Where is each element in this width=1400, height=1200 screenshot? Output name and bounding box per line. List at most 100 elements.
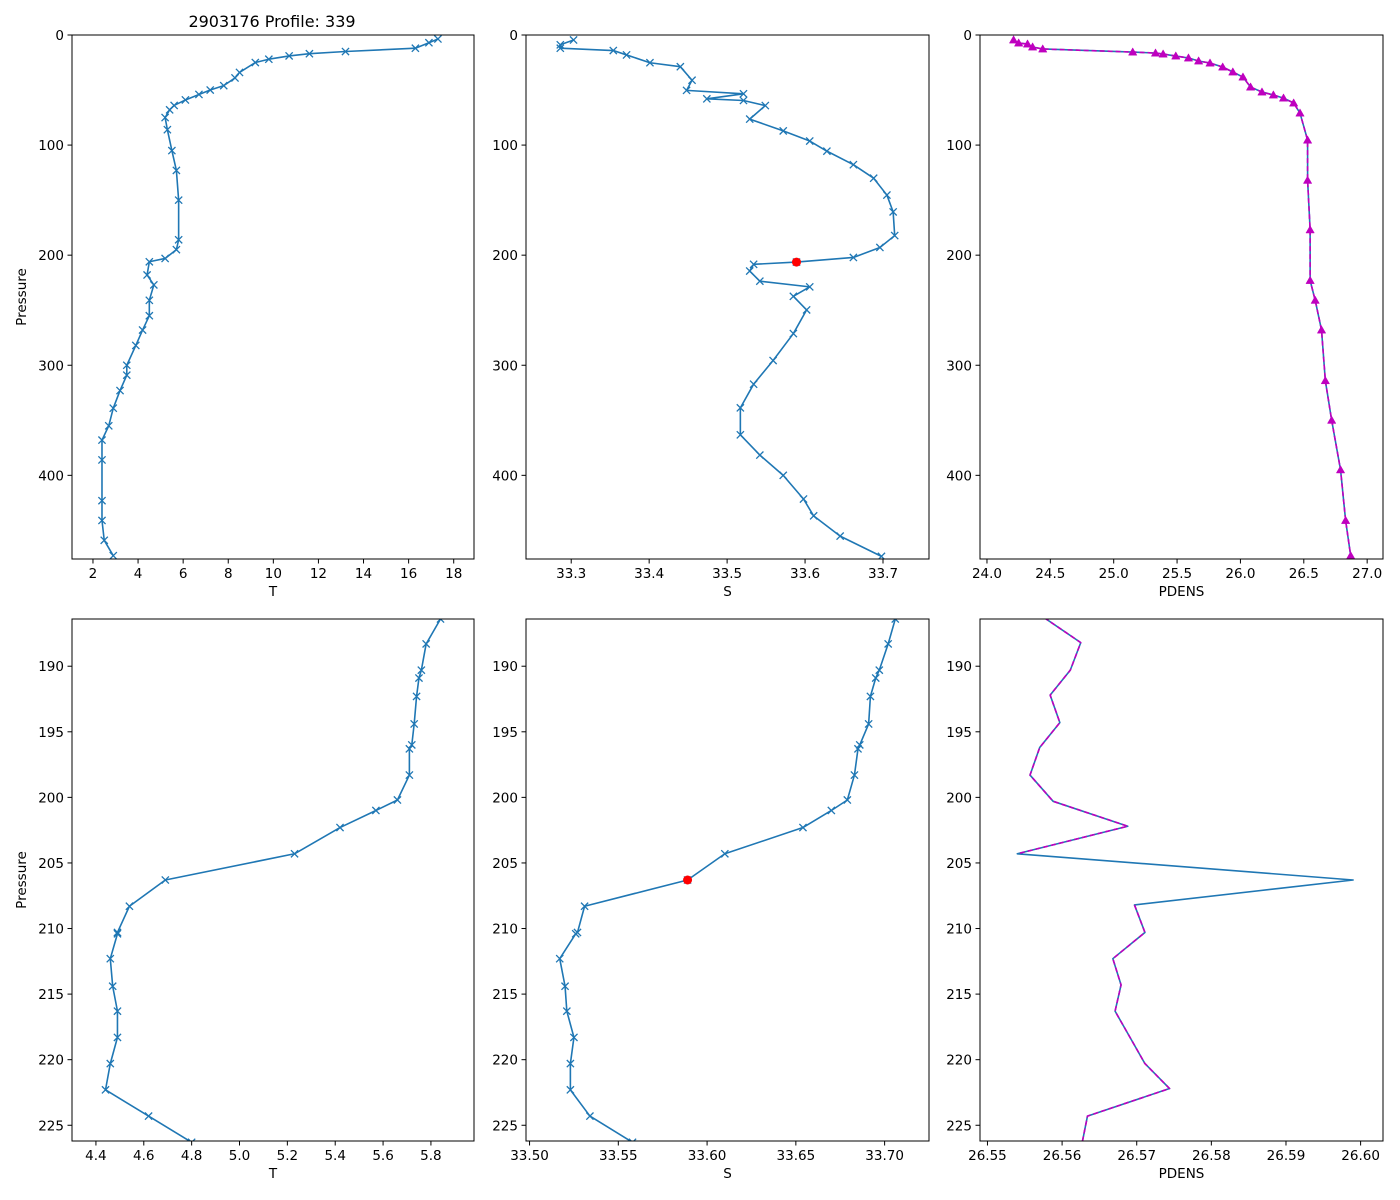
data-point-marker bbox=[1340, 515, 1351, 524]
panel-zoom-salinity: 33.50 33.55 33.60 33.65 33.70 190 195 200 205 210… bbox=[492, 618, 930, 1182]
data-point-marker bbox=[181, 95, 190, 105]
data-point-marker bbox=[566, 1059, 575, 1068]
data-point-marker bbox=[1257, 87, 1267, 96]
data-point-marker bbox=[1289, 98, 1299, 107]
data-point-marker bbox=[560, 982, 570, 991]
y-tick-label: 400 bbox=[38, 468, 64, 484]
data-point-marker bbox=[562, 1007, 571, 1016]
data-point-marker bbox=[779, 471, 788, 480]
x-tick-label: 33.6 bbox=[790, 566, 820, 582]
data-point-marker bbox=[230, 73, 240, 82]
x-tick-label: 33.60 bbox=[688, 1148, 727, 1164]
x-tick-label: 33.55 bbox=[599, 1148, 638, 1164]
data-point-marker bbox=[1228, 67, 1238, 76]
x-tick-label: 5.0 bbox=[229, 1148, 250, 1164]
data-point-marker bbox=[167, 146, 176, 155]
plot-area bbox=[555, 619, 900, 1141]
data-point-marker bbox=[405, 771, 414, 780]
y-tick-label: 220 bbox=[946, 1053, 972, 1069]
data-point-marker bbox=[580, 902, 589, 911]
data-point-marker bbox=[739, 96, 748, 105]
x-tick-label: 12 bbox=[310, 566, 327, 582]
y-tick-label: 210 bbox=[38, 922, 64, 938]
data-point-marker bbox=[143, 270, 152, 280]
data-point-marker bbox=[1278, 93, 1289, 102]
x-axis-label: T bbox=[268, 584, 278, 600]
x-axis-label: S bbox=[723, 584, 732, 600]
data-point-marker bbox=[174, 196, 183, 205]
data-point-marker bbox=[866, 692, 875, 701]
x-tick-label: 5.4 bbox=[324, 1148, 345, 1164]
data-point-marker bbox=[745, 266, 754, 276]
y-tick-label: 205 bbox=[38, 856, 64, 872]
data-point-marker bbox=[393, 795, 402, 805]
panel-top-temperature: 2 4 6 8 10 12 14 16 18 0 100 200 300 400 T Pressure bbox=[14, 28, 475, 600]
data-point-marker bbox=[802, 305, 811, 314]
highlight-point bbox=[791, 257, 801, 267]
data-point-marker bbox=[569, 1033, 578, 1042]
data-point-marker bbox=[113, 1007, 122, 1016]
data-point-marker bbox=[1183, 53, 1194, 62]
data-point-marker bbox=[1302, 135, 1313, 144]
y-tick-label: 200 bbox=[38, 790, 64, 806]
data-point-marker bbox=[1302, 175, 1313, 184]
data-point-marker bbox=[875, 243, 884, 252]
data-point-marker bbox=[172, 245, 181, 254]
data-point-marker bbox=[410, 719, 419, 728]
data-point-marker bbox=[755, 451, 764, 460]
data-point-marker bbox=[836, 532, 845, 541]
x-tick-label: 5.2 bbox=[277, 1148, 298, 1164]
data-point-marker bbox=[145, 311, 154, 320]
x-tick-label: 33.4 bbox=[634, 566, 664, 582]
series-line-pdens-stable bbox=[1017, 619, 1171, 1141]
data-point-marker bbox=[891, 619, 900, 624]
y-tick-label: 190 bbox=[946, 659, 972, 675]
y-tick-label: 200 bbox=[38, 248, 64, 264]
data-point-marker bbox=[702, 94, 711, 103]
data-point-marker bbox=[109, 551, 118, 559]
data-point-marker bbox=[405, 744, 414, 753]
data-point-marker bbox=[285, 51, 294, 60]
data-point-marker bbox=[1158, 49, 1168, 58]
y-tick-label: 0 bbox=[963, 28, 972, 44]
data-point-marker bbox=[206, 85, 215, 95]
data-point-marker bbox=[1305, 225, 1315, 234]
data-point-marker bbox=[174, 235, 183, 244]
x-tick-label: 26.58 bbox=[1192, 1148, 1231, 1164]
axes-frame bbox=[979, 34, 1384, 560]
x-tick-label: 33.65 bbox=[777, 1148, 816, 1164]
series-line-t bbox=[101, 38, 439, 557]
data-point-marker bbox=[235, 68, 244, 77]
x-tick-label: 4 bbox=[134, 566, 143, 582]
y-tick-label: 0 bbox=[55, 28, 64, 44]
data-point-marker bbox=[100, 536, 109, 545]
data-point-marker bbox=[761, 101, 770, 110]
data-point-marker bbox=[789, 329, 798, 338]
data-point-marker bbox=[1150, 48, 1161, 57]
plot-area bbox=[97, 35, 442, 559]
data-point-marker bbox=[433, 35, 442, 44]
x-axis-label: T bbox=[268, 1166, 278, 1182]
panel-zoom-density: 26.55 26.56 26.57 26.58 26.59 26.60 190 195 200 2… bbox=[946, 618, 1384, 1182]
y-axis-label: Pressure bbox=[14, 851, 30, 909]
x-tick-label: 5.6 bbox=[372, 1148, 393, 1164]
data-point-marker bbox=[1245, 82, 1256, 91]
data-point-marker bbox=[104, 421, 113, 430]
y-tick-label: 100 bbox=[946, 138, 972, 154]
x-tick-label: 10 bbox=[265, 566, 282, 582]
data-point-marker bbox=[1310, 295, 1320, 304]
y-tick-label: 220 bbox=[492, 1053, 518, 1069]
x-tick-label: 26.55 bbox=[968, 1148, 1007, 1164]
data-point-marker bbox=[106, 954, 115, 963]
data-point-marker bbox=[749, 380, 758, 389]
data-point-marker bbox=[161, 113, 170, 122]
data-point-marker bbox=[884, 639, 893, 648]
data-point-marker bbox=[109, 404, 118, 413]
y-axis-label: Pressure bbox=[14, 268, 30, 326]
data-point-marker bbox=[436, 619, 445, 624]
data-point-marker bbox=[682, 86, 691, 95]
x-tick-label: 2 bbox=[89, 566, 98, 582]
x-tick-label: 5.8 bbox=[420, 1148, 441, 1164]
x-tick-label: 25.0 bbox=[1099, 566, 1129, 582]
